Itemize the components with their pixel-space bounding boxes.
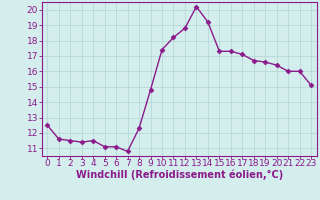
X-axis label: Windchill (Refroidissement éolien,°C): Windchill (Refroidissement éolien,°C): [76, 170, 283, 180]
